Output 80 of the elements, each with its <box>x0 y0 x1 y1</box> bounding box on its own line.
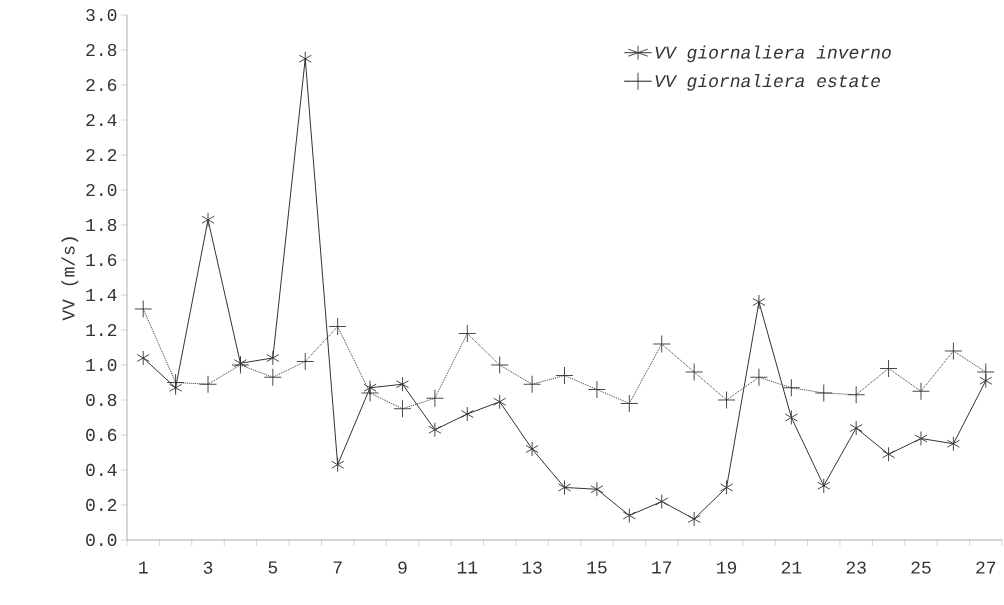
y-tick-label: 1.4 <box>86 289 117 301</box>
point <box>134 300 153 318</box>
point <box>782 378 801 397</box>
point <box>587 380 606 399</box>
y-tick-label: 0.2 <box>86 498 117 512</box>
point <box>136 350 150 366</box>
x-tick-label: 15 <box>587 561 607 574</box>
point <box>784 410 798 425</box>
point <box>590 481 604 497</box>
point <box>493 394 507 410</box>
x-tick-label: 11 <box>457 561 478 574</box>
y-tick-label: 0.4 <box>86 463 117 477</box>
point <box>201 212 215 228</box>
point <box>652 335 671 353</box>
y-tick-label: 1.2 <box>86 323 117 337</box>
x-tick-label: 9 <box>398 561 407 574</box>
y-tick-label: 2.6 <box>86 78 117 92</box>
x-tick-label: 23 <box>846 561 866 574</box>
point <box>199 375 217 394</box>
y-tick-label: 1.0 <box>86 358 117 372</box>
point <box>655 494 669 509</box>
point <box>428 422 442 438</box>
point <box>882 446 896 462</box>
point <box>687 511 701 527</box>
point <box>879 359 898 378</box>
x-tick-label: 27 <box>976 561 996 574</box>
x-tick-label: 21 <box>781 561 802 574</box>
y-tick-label: 2.2 <box>86 148 117 162</box>
y-tick-label: 3.0 <box>86 8 117 22</box>
y-tick-label: 0.0 <box>86 533 117 547</box>
point <box>557 480 572 495</box>
x-tick-label: 19 <box>717 561 737 574</box>
point <box>620 394 639 413</box>
point <box>685 363 704 381</box>
point <box>944 342 963 360</box>
legend-label: VV giornaliera inverno <box>655 45 891 63</box>
point <box>166 373 185 392</box>
point <box>296 352 315 371</box>
point <box>912 382 930 401</box>
point <box>847 385 866 404</box>
y-tick-label: 0.8 <box>86 393 117 407</box>
point <box>425 389 444 408</box>
x-tick-label: 3 <box>203 561 213 574</box>
point <box>752 294 766 310</box>
point <box>458 324 477 343</box>
x-tick-label: 5 <box>268 561 278 574</box>
point <box>914 431 928 446</box>
point <box>814 384 833 402</box>
point <box>460 406 474 422</box>
point <box>263 368 282 387</box>
point <box>331 457 345 473</box>
point <box>266 350 280 366</box>
point <box>361 384 380 402</box>
y-tick-label: 0.6 <box>86 428 117 442</box>
point <box>750 368 768 387</box>
point <box>490 356 509 374</box>
x-tick-label: 25 <box>911 561 931 574</box>
y-tick-label: 2.8 <box>86 43 117 57</box>
point <box>720 480 734 495</box>
point <box>946 436 960 452</box>
point <box>395 376 409 392</box>
point <box>523 375 542 394</box>
point <box>298 51 312 67</box>
point <box>717 391 736 409</box>
point <box>525 441 539 457</box>
y-tick-label: 1.6 <box>86 253 117 267</box>
x-tick-label: 7 <box>333 561 342 574</box>
y-tick-label: 1.8 <box>86 218 117 232</box>
point <box>328 317 347 336</box>
point <box>817 478 831 494</box>
point <box>393 399 412 418</box>
x-tick-label: 17 <box>652 561 672 574</box>
y-tick-label: 2.4 <box>86 113 117 127</box>
x-tick-label: 13 <box>522 561 542 574</box>
x-tick-label: 1 <box>139 561 148 574</box>
point <box>622 508 636 523</box>
y-axis-title: VV (m/s) <box>61 237 79 321</box>
legend-label: VV giornaliera estate <box>655 73 880 91</box>
point <box>849 420 863 436</box>
y-tick-label: 2.0 <box>86 183 117 197</box>
